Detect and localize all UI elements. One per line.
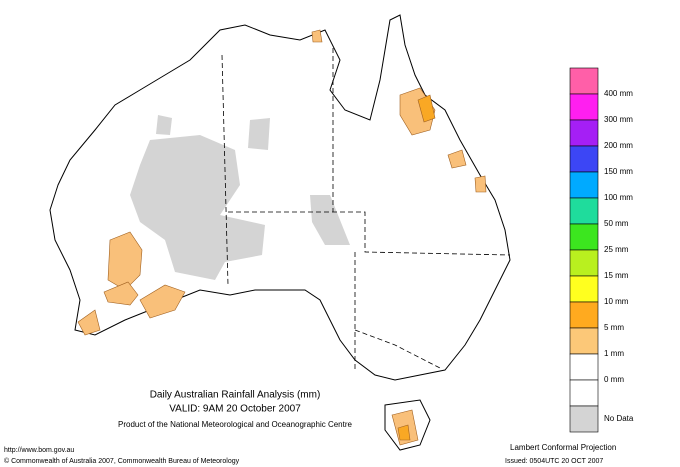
no-data-area bbox=[156, 115, 172, 135]
legend-label: 300 mm bbox=[604, 115, 633, 124]
legend-swatch bbox=[569, 197, 599, 225]
legend: 400 mm 300 mm 200 mm 150 mm 100 mm 50 mm 25 mm… bbox=[569, 67, 634, 433]
legend-label: 15 mm bbox=[604, 271, 629, 280]
rain-area bbox=[311, 29, 323, 43]
legend-swatch bbox=[569, 145, 599, 173]
no-data-area bbox=[130, 135, 265, 280]
no-data-area bbox=[310, 195, 350, 245]
legend-swatch bbox=[569, 353, 599, 381]
valid-time: VALID: 9AM 20 October 2007 bbox=[169, 404, 301, 415]
legend-swatch bbox=[569, 67, 599, 95]
legend-swatch bbox=[569, 405, 599, 433]
issued: Issued: 0504UTC 20 OCT 2007 bbox=[505, 458, 603, 465]
state-border bbox=[354, 329, 441, 369]
state-border bbox=[221, 54, 229, 286]
australia-map bbox=[49, 14, 511, 451]
legend-label: 200 mm bbox=[604, 141, 633, 150]
legend-swatch bbox=[569, 379, 599, 407]
legend-label: 25 mm bbox=[604, 245, 629, 254]
rain-area bbox=[417, 94, 436, 123]
url: http://www.bom.gov.au bbox=[4, 447, 74, 454]
legend-label: 1 mm bbox=[604, 349, 624, 358]
copyright: © Commonwealth of Australia 2007, Common… bbox=[4, 457, 240, 465]
rain-area bbox=[447, 149, 467, 169]
map-title: Daily Australian Rainfall Analysis (mm) bbox=[150, 390, 321, 401]
rain-area bbox=[107, 231, 143, 291]
no-data-area bbox=[248, 118, 270, 150]
legend-label: No Data bbox=[604, 414, 634, 423]
legend-swatch bbox=[569, 301, 599, 329]
legend-swatch bbox=[569, 93, 599, 121]
legend-label: 5 mm bbox=[604, 323, 624, 332]
legend-swatch bbox=[569, 223, 599, 251]
legend-swatch bbox=[569, 275, 599, 303]
rain-area bbox=[139, 284, 186, 319]
rain-area bbox=[103, 281, 139, 306]
projection: Lambert Conformal Projection bbox=[510, 443, 616, 452]
legend-label: 10 mm bbox=[604, 297, 629, 306]
rain-area bbox=[77, 309, 101, 336]
legend-label: 150 mm bbox=[604, 167, 633, 176]
legend-swatch bbox=[569, 249, 599, 277]
product-note: Product of the National Meteorological a… bbox=[118, 420, 352, 429]
legend-swatch bbox=[569, 171, 599, 199]
legend-swatch bbox=[569, 119, 599, 147]
state-border bbox=[228, 211, 511, 256]
legend-label: 50 mm bbox=[604, 219, 629, 228]
legend-label: 100 mm bbox=[604, 193, 633, 202]
mainland bbox=[49, 14, 511, 381]
rain-area bbox=[474, 175, 487, 193]
legend-label: 400 mm bbox=[604, 89, 633, 98]
legend-swatch bbox=[569, 327, 599, 355]
legend-label: 0 mm bbox=[604, 375, 624, 384]
rain-area bbox=[397, 424, 411, 441]
